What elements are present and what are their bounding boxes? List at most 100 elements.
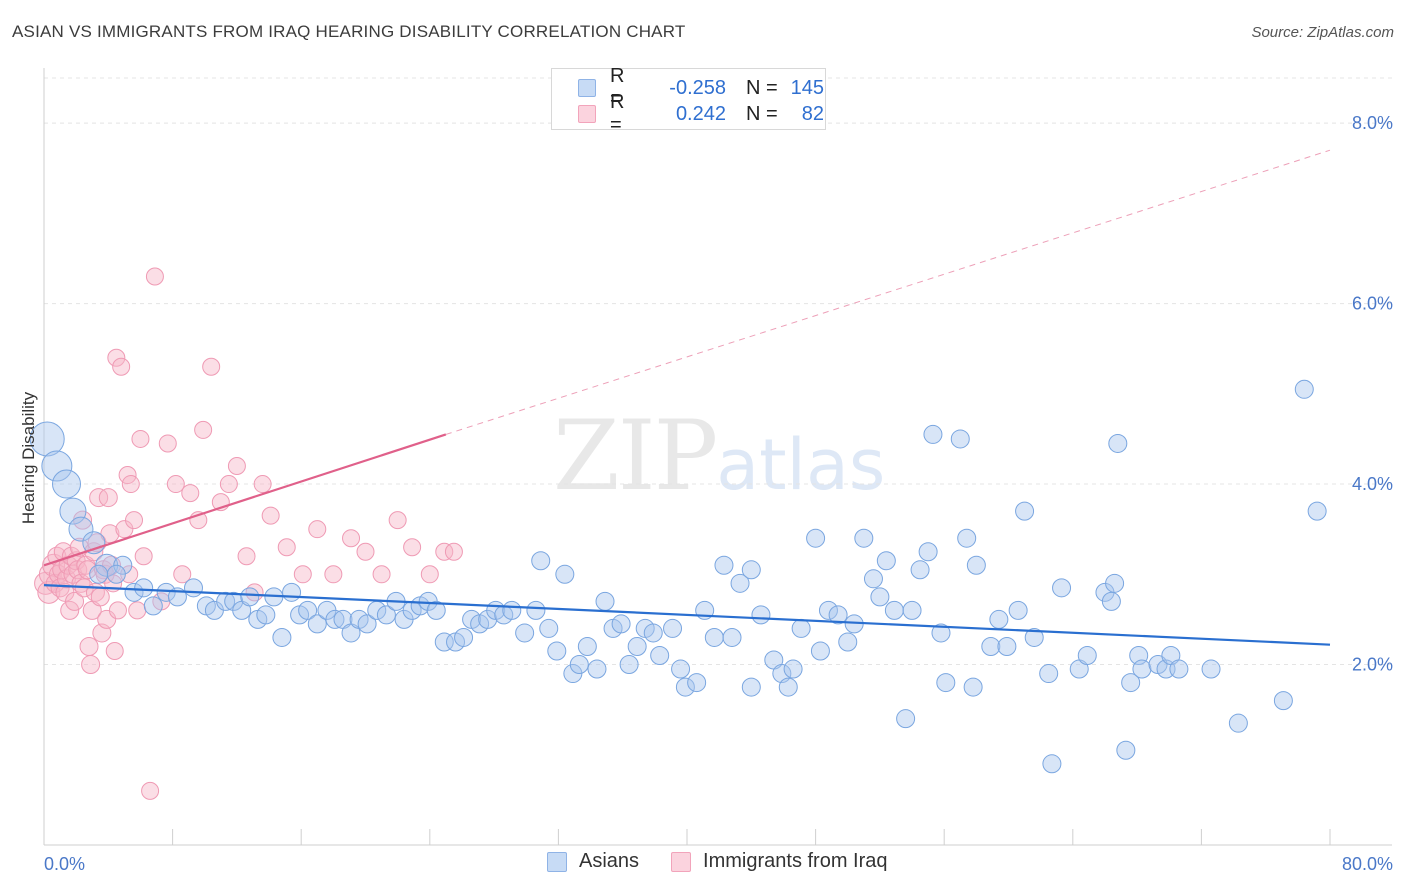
point-iraq <box>158 434 177 453</box>
point-asian <box>555 564 575 584</box>
legend-row-iraq: R = 0.242 N = 82 <box>578 91 824 136</box>
legend-item-iraq[interactable]: Immigrants from Iraq <box>671 850 888 873</box>
watermark: ZIPatlas <box>553 400 885 512</box>
trend-lines <box>43 149 1331 646</box>
point-asian <box>854 528 874 548</box>
point-asian <box>1077 646 1097 666</box>
trend-line-iraq <box>43 433 447 567</box>
point-asian <box>989 609 1009 629</box>
correlation-legend: R = -0.258 N = 145 R = 0.242 N = 82 <box>551 65 826 136</box>
legend-item-asians[interactable]: Asians <box>547 850 639 873</box>
point-asian <box>791 618 811 638</box>
point-asian <box>997 636 1017 656</box>
point-asian <box>863 569 883 589</box>
point-asian <box>454 627 474 647</box>
legend-n-label: N = <box>746 102 778 125</box>
point-iraq <box>81 655 101 675</box>
gridlines <box>44 77 1392 666</box>
point-asian <box>502 600 522 620</box>
point-iraq <box>237 547 256 566</box>
legend-r-value: -0.258 <box>669 76 726 99</box>
point-asian <box>714 555 734 575</box>
point-asian <box>1169 659 1189 679</box>
point-iraq <box>324 565 343 584</box>
point-iraq <box>181 484 200 503</box>
asian-points <box>29 379 1327 774</box>
point-iraq <box>403 538 422 557</box>
point-asian <box>68 516 94 542</box>
point-asian <box>741 677 761 697</box>
legend-swatch-iraq <box>578 105 596 123</box>
point-iraq <box>388 511 407 530</box>
point-iraq <box>131 429 150 448</box>
point-asian <box>896 709 916 729</box>
point-asian <box>106 564 126 584</box>
point-asian <box>183 578 203 598</box>
point-iraq <box>261 506 280 525</box>
point-asian <box>307 614 327 634</box>
point-asian <box>611 614 631 634</box>
legend-n-value: 145 <box>790 76 824 99</box>
point-asian <box>376 605 396 625</box>
point-asian <box>783 659 803 679</box>
point-asian <box>426 600 446 620</box>
point-asian <box>240 587 260 607</box>
point-asian <box>870 587 890 607</box>
point-asian <box>272 627 292 647</box>
point-asian <box>515 623 535 643</box>
point-asian <box>963 677 983 697</box>
legend-swatch-iraq <box>671 851 692 872</box>
point-asian <box>902 600 922 620</box>
point-asian <box>587 659 607 679</box>
point-asian <box>1008 600 1028 620</box>
point-iraq <box>194 420 213 439</box>
point-iraq <box>98 488 118 508</box>
point-iraq <box>173 565 192 584</box>
watermark-atlas: atlas <box>716 424 886 506</box>
point-iraq <box>107 348 126 367</box>
point-iraq <box>65 591 85 611</box>
point-asian <box>325 609 345 629</box>
point-asian <box>650 646 670 666</box>
point-iraq <box>125 511 144 530</box>
point-asian <box>810 641 830 661</box>
point-iraq <box>420 565 439 584</box>
point-asian <box>751 605 771 625</box>
y-tick-label: 8.0% <box>1352 113 1393 133</box>
point-asian <box>1015 501 1035 521</box>
tick-labels: 2.0% 4.0% 6.0% 8.0% 0.0% 80.0% Hearing Disabil… <box>19 113 1393 874</box>
point-asian <box>619 655 639 675</box>
point-iraq <box>105 641 124 660</box>
point-asian <box>1228 713 1248 733</box>
point-asian <box>1042 754 1062 774</box>
point-iraq <box>444 542 463 561</box>
point-asian <box>1307 501 1327 521</box>
point-iraq <box>108 601 127 620</box>
point-asian <box>1052 578 1072 598</box>
point-asian <box>298 600 318 620</box>
legend-r-label: R = <box>610 91 625 136</box>
legend-r-value: 0.242 <box>675 102 726 125</box>
point-asian <box>124 582 144 602</box>
y-axis-title: Hearing Disability <box>19 391 38 524</box>
point-iraq <box>121 475 140 494</box>
point-asian <box>818 600 838 620</box>
point-asian <box>1108 433 1128 453</box>
point-asian <box>957 528 977 548</box>
point-asian <box>966 555 986 575</box>
point-asian <box>143 596 163 616</box>
y-tick-label: 2.0% <box>1352 655 1393 675</box>
point-asian <box>595 591 615 611</box>
axes <box>43 68 1392 846</box>
point-asian <box>828 605 848 625</box>
trend-line-asians <box>43 584 1331 646</box>
watermark-zip: ZIP <box>553 400 718 512</box>
point-asian <box>434 632 454 652</box>
point-asian <box>1273 691 1293 711</box>
point-asian <box>1105 573 1125 593</box>
point-asian <box>741 560 761 580</box>
legend-n-label: N = <box>746 76 778 99</box>
point-iraq <box>37 580 61 604</box>
point-asian <box>1132 659 1152 679</box>
point-iraq <box>134 547 153 566</box>
